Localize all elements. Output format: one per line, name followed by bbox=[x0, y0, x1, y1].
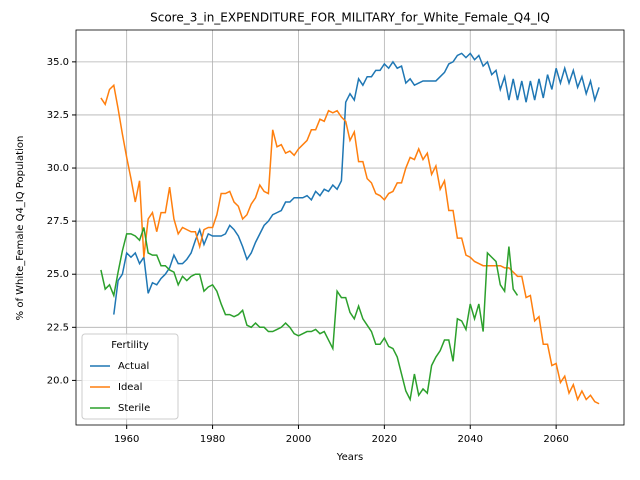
y-tick-label: 32.5 bbox=[47, 110, 69, 121]
x-tick-label: 2020 bbox=[372, 434, 397, 445]
y-axis-label: % of White_Female Q4_IQ Population bbox=[15, 136, 26, 321]
y-tick-label: 27.5 bbox=[47, 216, 69, 227]
x-tick-label: 2000 bbox=[286, 434, 311, 445]
x-tick-label: 2040 bbox=[458, 434, 483, 445]
x-tick-label: 1960 bbox=[114, 434, 139, 445]
legend-label: Actual bbox=[118, 361, 149, 372]
y-tick-label: 20.0 bbox=[47, 375, 69, 386]
x-tick-label: 2060 bbox=[543, 434, 568, 445]
line-series bbox=[100, 227, 519, 402]
y-tick-label: 25.0 bbox=[47, 269, 69, 280]
line-series bbox=[113, 52, 600, 315]
x-axis-label: Years bbox=[336, 452, 363, 463]
chart-title: Score_3_in_EXPENDITURE_FOR_MILITARY_for_… bbox=[150, 11, 550, 25]
legend-label: Sterile bbox=[118, 403, 150, 414]
y-tick-label: 35.0 bbox=[47, 57, 69, 68]
line-series bbox=[100, 83, 600, 405]
y-tick-label: 22.5 bbox=[47, 322, 69, 333]
y-tick-label: 30.0 bbox=[47, 163, 69, 174]
x-tick-label: 1980 bbox=[200, 434, 225, 445]
plot-frame bbox=[75, 29, 625, 426]
legend-title: Fertility bbox=[111, 340, 149, 351]
legend-box bbox=[81, 333, 179, 420]
legend-label: Ideal bbox=[118, 382, 142, 393]
